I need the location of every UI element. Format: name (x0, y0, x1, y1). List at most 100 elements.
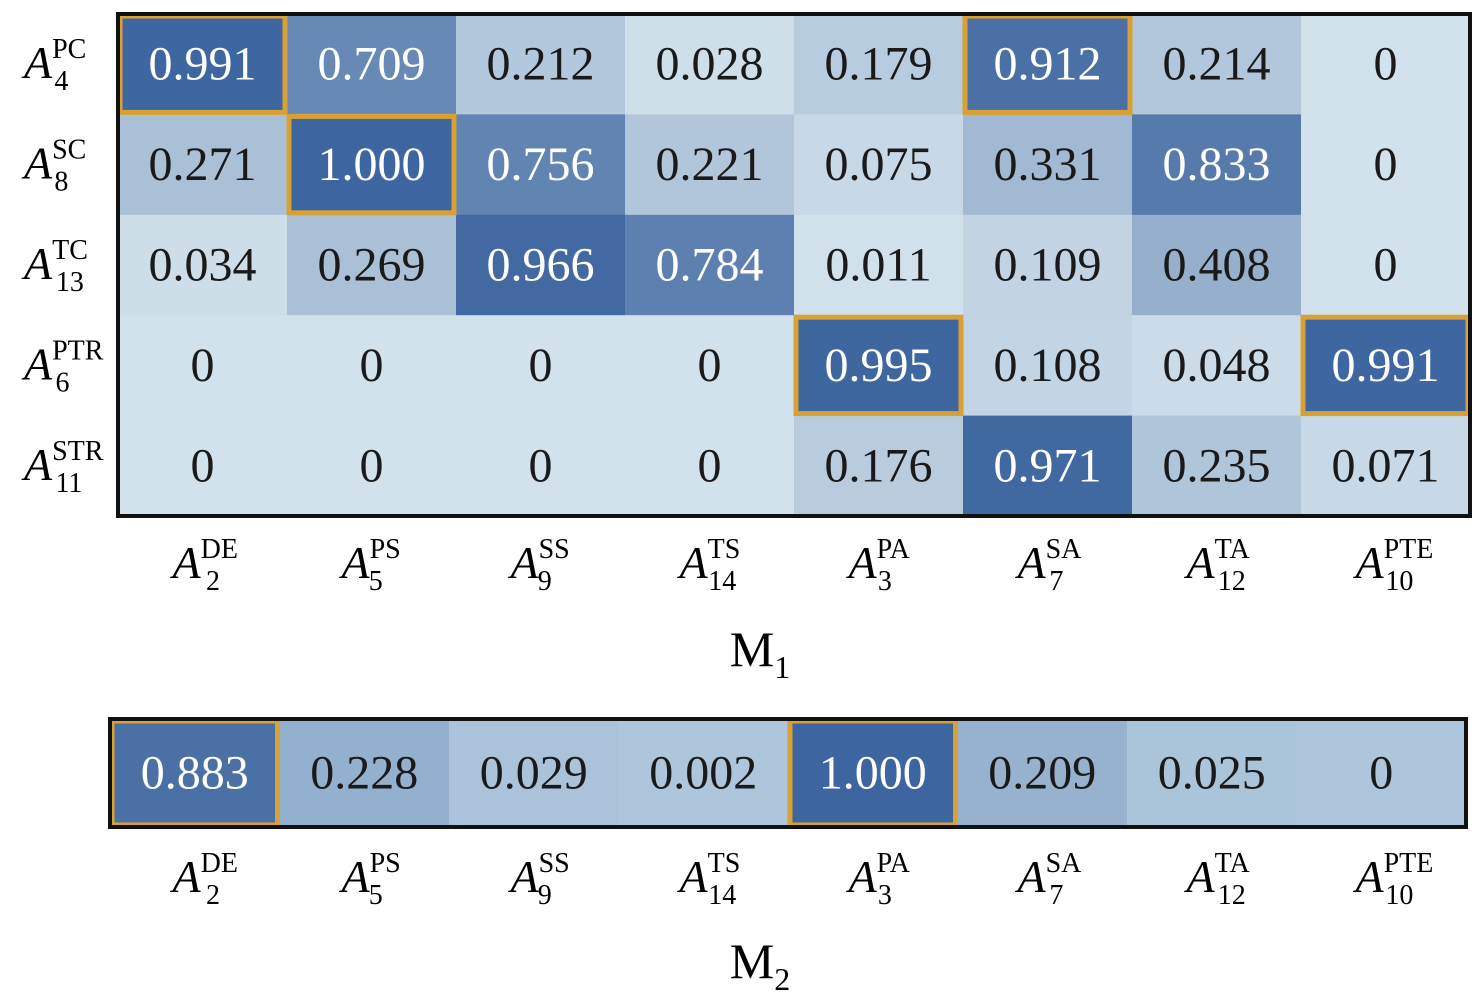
cell-value: 0.214 (1163, 38, 1271, 91)
cell-value: 0.991 (1332, 339, 1440, 392)
column-label: ADE 2 (170, 534, 238, 597)
heatmap-cell (1301, 315, 1471, 417)
cell-value: 0.108 (994, 339, 1102, 392)
cell-value: 0.179 (825, 38, 933, 91)
heatmap-cell (625, 315, 795, 417)
heatmap-cell (456, 14, 626, 115)
cell-value: 0.709 (318, 38, 426, 91)
cell-value: 0.269 (318, 239, 426, 292)
column-label: ATS 14 (677, 848, 741, 911)
heatmap-cell (794, 114, 964, 216)
column-label: APTE 10 (1353, 848, 1434, 911)
heatmap-cell (287, 415, 457, 517)
heatmap-cell (287, 114, 457, 216)
heatmap-cell (118, 14, 288, 115)
column-label: ASS 9 (508, 848, 570, 911)
heatmap-cell (1132, 415, 1302, 517)
cell-value: 0.075 (825, 138, 933, 191)
heatmap-cell (1132, 214, 1302, 316)
column-label: ASS 9 (508, 534, 570, 597)
cell-value: 0.408 (1163, 239, 1271, 292)
cell-value: 0.109 (994, 239, 1102, 292)
heatmap-cell (456, 315, 626, 417)
heatmap-cell (625, 214, 795, 316)
heatmap-cell (1132, 14, 1302, 115)
m2-border (108, 717, 1468, 829)
cell-value: 0.883 (141, 747, 249, 800)
heatmap-cell (287, 14, 457, 115)
heatmap-cell (625, 415, 795, 517)
cell-value: 0 (191, 339, 215, 392)
cell-value: 0.212 (487, 38, 595, 91)
column-label: APS 5 (339, 534, 401, 597)
cell-value: 1.000 (819, 747, 927, 800)
heatmap-cell (118, 315, 288, 417)
row-label: ASTR 11 (21, 436, 104, 499)
cell-value: 0.912 (994, 38, 1102, 91)
heatmap-cell (618, 719, 789, 827)
heatmap-cell (1132, 114, 1302, 216)
cell-value: 0 (1369, 747, 1393, 800)
cell-value: 0.756 (487, 138, 595, 191)
column-label: ATA 12 (1184, 848, 1251, 911)
m2-column-labels: ADE 2 APS 5 ASS 9 ATS 14 APA 3 ASA 7 ATA 12 APTE 10 (170, 848, 1434, 911)
cell-value: 0.784 (656, 239, 764, 292)
cell-value: 1.000 (318, 138, 426, 191)
row-label: APC 4 (21, 34, 86, 97)
column-label: ATA 12 (1184, 534, 1251, 597)
m1-column-labels: ADE 2 APS 5 ASS 9 ATS 14 APA 3 ASA 7 ATA 12 APTE 10 (170, 534, 1434, 597)
heatmap-cell (287, 214, 457, 316)
heatmap-cell (1301, 415, 1471, 517)
cell-value: 0.176 (825, 439, 933, 492)
column-label: ASA 7 (1015, 534, 1083, 597)
cell-value: 0.209 (988, 747, 1096, 800)
heatmap-cell (625, 114, 795, 216)
heatmap-cell (963, 315, 1133, 417)
heatmap-cell (1301, 14, 1471, 115)
heatmap-cell (788, 719, 958, 827)
heatmap-cell (963, 114, 1133, 216)
heatmap-cell (118, 214, 288, 316)
heatmap-cell (449, 719, 619, 827)
cell-value: 0 (529, 439, 553, 492)
m1-border (116, 12, 1472, 518)
cell-value: 0.221 (656, 138, 764, 191)
cell-value: 0 (529, 339, 553, 392)
heatmap-cell (118, 415, 288, 517)
highlight-box (793, 314, 964, 417)
m1-heatmap-cells: 0.991 0.709 0.212 0.028 0.179 0.912 0.214 0 0.27… (118, 14, 1471, 517)
heatmap-cell (1127, 719, 1297, 827)
column-label: APA 3 (846, 848, 911, 911)
m1-row-labels: APC 4 ASC 8 ATC 13 APTR 6 ASTR 11 (21, 34, 104, 499)
cell-value: 0.995 (825, 339, 933, 392)
row-label: ATC 13 (21, 235, 88, 298)
cell-value: 0.011 (825, 239, 931, 292)
highlight-box (286, 113, 457, 216)
column-label: APS 5 (339, 848, 401, 911)
cell-value: 0 (191, 439, 215, 492)
heatmap-cell (110, 719, 280, 827)
cell-value: 0.228 (310, 747, 418, 800)
cell-value: 0 (1374, 239, 1398, 292)
cell-value: 0 (698, 439, 722, 492)
heatmap-cell (794, 14, 964, 115)
row-label: ASC 8 (21, 135, 86, 198)
heatmap-cell (287, 315, 457, 417)
row-label: APTR 6 (21, 335, 104, 398)
cell-value: 0 (1374, 138, 1398, 191)
cell-value: 0.971 (994, 439, 1102, 492)
heatmap-cell (456, 214, 626, 316)
cell-value: 0.028 (656, 38, 764, 91)
m2-title: M2 (730, 933, 790, 997)
heatmap-cell (118, 114, 288, 216)
cell-value: 0.271 (149, 138, 257, 191)
cell-value: 0.002 (649, 747, 757, 800)
cell-value: 0.029 (480, 747, 588, 800)
m2-heatmap-cells: 0.883 0.228 0.029 0.002 1.000 0.209 0.025 0 (110, 719, 1467, 827)
cell-value: 0.331 (994, 138, 1102, 191)
cell-value: 0 (698, 339, 722, 392)
heatmap-cell (1296, 719, 1467, 827)
heatmap-cell (456, 114, 626, 216)
heatmap-cell (957, 719, 1128, 827)
